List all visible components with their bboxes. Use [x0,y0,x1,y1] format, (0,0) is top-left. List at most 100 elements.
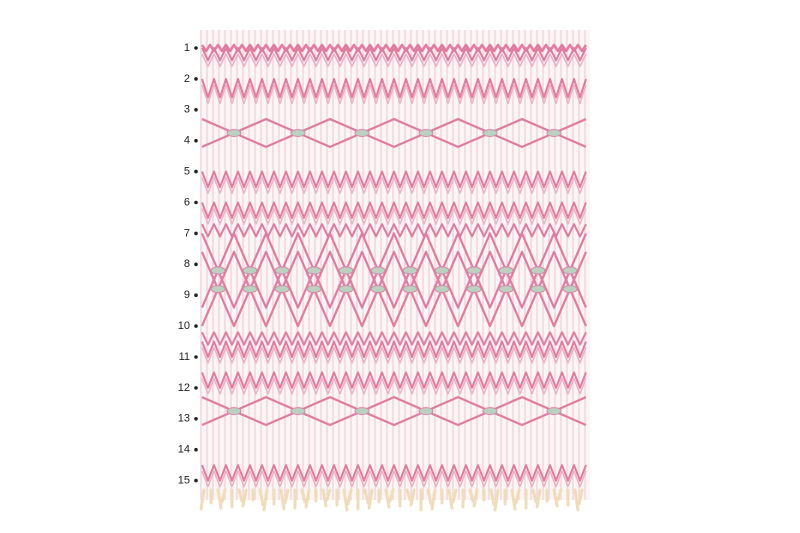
fringe-thread [279,488,286,511]
fringe-thread [472,488,479,508]
stitch-row [201,176,587,194]
row-label: 9 [184,289,190,301]
rosebud [482,407,498,416]
fringe-thread [220,488,227,504]
stitch-row [201,409,587,427]
fringe-thread [325,488,332,502]
row-dot [194,108,198,112]
fringe-thread [531,488,538,504]
row-label: 13 [178,413,190,425]
fringe-thread [258,488,265,507]
fringe-thread [388,488,395,503]
fringe-thread [199,488,206,511]
rosebud [354,128,370,137]
fringe-thread [367,488,374,510]
rosebud [546,128,562,137]
fringe-thread [573,488,580,512]
rosebud [498,285,514,294]
fabric [200,30,590,500]
row-dot [194,417,198,421]
rosebud [338,285,354,294]
rosebud [562,266,578,275]
row-label: 8 [184,258,190,270]
rosebud [290,128,306,137]
fringe-thread [409,488,416,507]
fringe-thread [300,488,307,504]
row-label: 6 [184,196,190,208]
rosebud [274,285,290,294]
fringe-thread [283,488,290,505]
fringe [199,488,584,512]
rosebud [418,407,434,416]
rosebud [498,266,514,275]
row-label: 14 [178,444,190,456]
row-label: 10 [178,320,190,332]
rosebud [530,285,546,294]
fringe-thread [510,488,517,511]
rosebud [466,285,482,294]
stitch-row [201,117,587,135]
row-label: 11 [179,351,190,363]
rosebud [466,266,482,275]
stitch-row [201,223,587,238]
stitch-row [201,77,587,99]
fringe-thread [430,488,437,511]
fringe-thread [304,488,311,509]
rosebud [226,128,242,137]
fringe-thread [468,488,475,503]
fringe-thread [577,488,584,506]
stitch-row [200,287,588,328]
row-dot [194,231,198,236]
stitch-row [201,331,587,346]
row-label: 1 [184,42,190,54]
fringe-thread [342,488,349,512]
rosebud [306,285,322,294]
stitch-row [201,53,587,68]
rosebud [434,266,450,275]
row-dot [194,200,198,205]
stitch-row [201,396,587,413]
fringe-thread [237,488,244,503]
fringe-thread [552,488,559,508]
row-dot [194,324,198,328]
fringe-thread [241,488,248,508]
row-label: 15 [178,475,190,487]
fringe-thread [363,488,370,505]
rosebud [402,266,418,275]
rosebud [370,285,386,294]
rosebud [242,285,258,294]
fringe-thread [556,488,563,502]
stitch-row [201,207,587,225]
row-dot [194,169,198,174]
rosebud [434,285,450,294]
rosebud [306,266,322,275]
row-dot [194,138,198,143]
rosebud [546,407,562,416]
stitch-row [201,470,587,488]
fringe-thread [346,488,353,506]
stitch-row [200,250,588,291]
stitch-row [201,201,587,219]
stitch-row [201,170,587,189]
stitch-row [200,43,588,53]
rosebud [370,266,386,275]
fringe-thread [493,488,500,512]
rosebud [530,266,546,275]
fringe-thread [426,488,433,506]
stitching [200,43,588,488]
rosebud [418,128,434,137]
fringe-thread [514,488,521,505]
row-dot [194,46,198,50]
stitch-row [201,377,587,395]
row-label: 5 [184,166,190,178]
rosebud [402,285,418,294]
rosebud [338,266,354,275]
stitch-row [201,84,587,105]
row-label: 12 [178,382,190,394]
fringe-thread [535,488,542,509]
row-dot [194,478,198,483]
fringe-thread [451,488,458,504]
